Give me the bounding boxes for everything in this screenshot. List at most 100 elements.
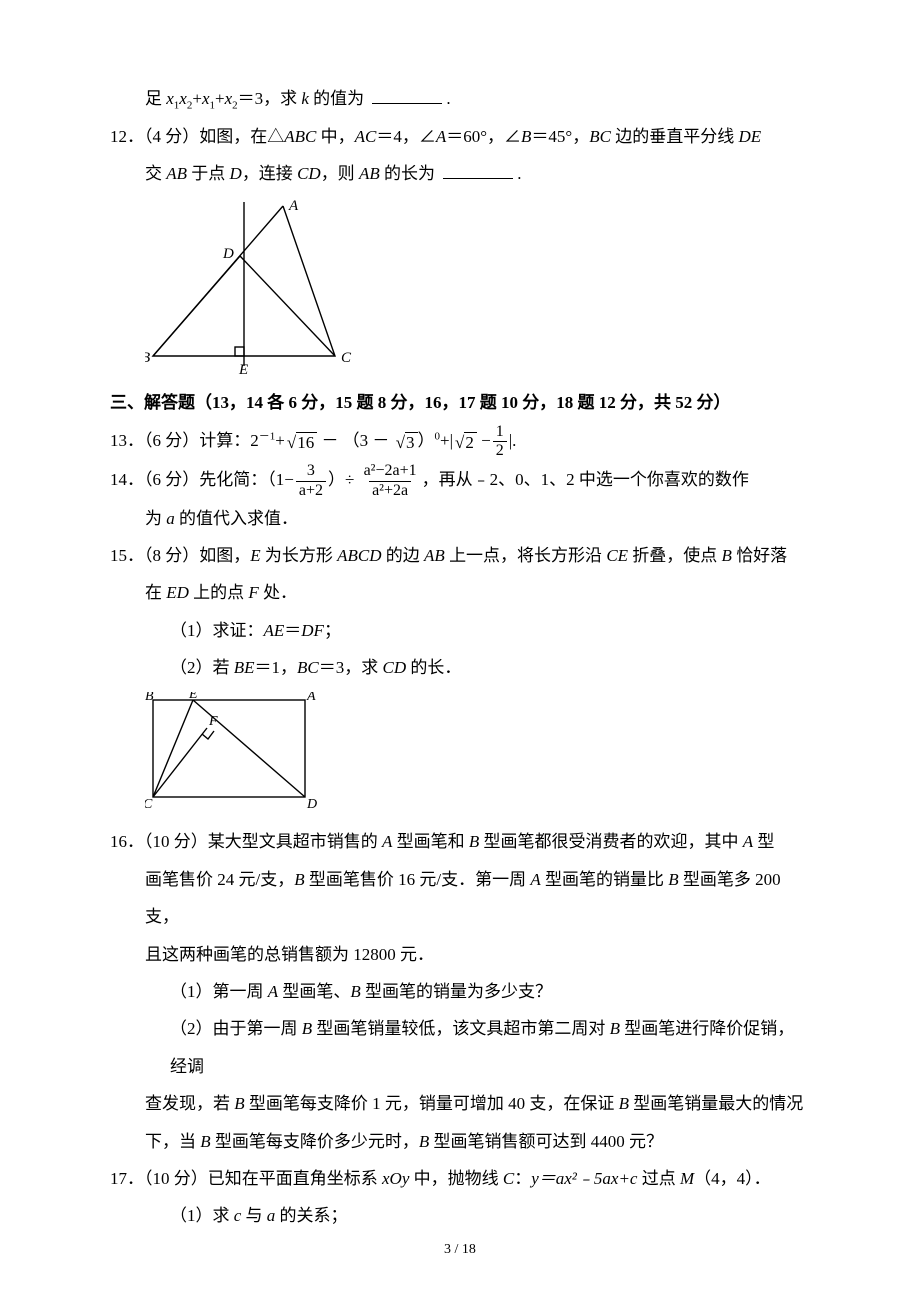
label-c: C [145, 797, 153, 812]
minus: − [477, 431, 491, 450]
type-b: B [294, 870, 304, 889]
text: （1）求 [170, 1206, 234, 1225]
seg-ae: AE [264, 621, 285, 640]
text: 中，抛物线 [409, 1169, 503, 1188]
seg-df: DF [301, 621, 324, 640]
rectangle [153, 700, 305, 797]
seg-ab: AB [424, 546, 445, 565]
text: （1）求证： [170, 621, 264, 640]
text: 求 [280, 89, 301, 108]
q16-line1: 16．（10 分）某大型文具超市销售的 A 型画笔和 B 型画笔都很受消费者的欢… [110, 823, 810, 860]
q16-sub2-l1: （2）由于第一周 B 型画笔销量较低，该文具超市第二周对 B 型画笔进行降价促销… [110, 1010, 810, 1085]
text: ＝3， [238, 89, 281, 108]
text: － （3 － [317, 431, 394, 450]
text: 下，当 [145, 1132, 200, 1151]
text: （2）若 [170, 658, 234, 677]
text: 于点 [187, 164, 230, 183]
type-a: A [530, 870, 540, 889]
seg-cd: CD [297, 164, 321, 183]
type-b: B [302, 1019, 312, 1038]
q15-line2: 在 ED 上的点 F 处． [110, 574, 810, 611]
radicand: 16 [296, 432, 317, 452]
segment-ce [153, 700, 193, 797]
text: ＝60°，∠ [446, 127, 521, 146]
q16-line2: 画笔售价 24 元/支，B 型画笔售价 16 元/支．第一周 A 型画笔的销量比… [110, 861, 810, 936]
text: 恰好落 [732, 546, 787, 565]
label-d: D [306, 797, 317, 812]
text: ，再从﹣2、0、1、2 中选一个你喜欢的数作 [422, 470, 749, 489]
text: 型画笔和 [392, 832, 469, 851]
angle-b: B [521, 127, 531, 146]
text: 型画笔、 [278, 982, 350, 1001]
text: 的值为 [309, 89, 369, 108]
type-b: B [668, 870, 678, 889]
period: . [517, 164, 521, 183]
tri-abc: ABC [284, 127, 316, 146]
numerator: 3 [304, 463, 318, 481]
label-a: A [306, 692, 316, 704]
q14-line1: 14．（6 分）先化简：（1−3a+2）÷ a²−2a+1a²+2a，再从﹣2、… [110, 461, 810, 499]
text: （1）第一周 [170, 982, 268, 1001]
seg-ab: AB [166, 164, 187, 183]
seg-cd: CD [383, 658, 407, 677]
fraction: a²−2a+1a²+2a [361, 463, 420, 500]
segment-cf [153, 728, 207, 797]
page: 足 x1x2+x1+x2＝3，求 k 的值为 . 12．（4 分）如图，在△AB… [0, 0, 920, 1302]
seg-be: BE [234, 658, 255, 677]
text: 型画笔每支降价多少元时， [211, 1132, 419, 1151]
q12-figure: A B C D E [145, 198, 810, 378]
text: ，连接 [242, 164, 297, 183]
type-b: B [610, 1019, 620, 1038]
type-b: B [200, 1132, 210, 1151]
type-b: B [234, 1094, 244, 1113]
q17-line1: 17．（10 分）已知在平面直角坐标系 xOy 中，抛物线 C：y＝ax²﹣5a… [110, 1160, 810, 1197]
label-b: B [145, 350, 150, 366]
answer-blank [372, 86, 442, 104]
type-b: B [469, 832, 479, 851]
q16-sub2-l3: 下，当 B 型画笔每支降价多少元时，B 型画笔销售额可达到 4400 元？ [110, 1123, 810, 1160]
text: ，则 [321, 164, 359, 183]
text: 处． [259, 583, 297, 602]
q12-svg: A B C D E [145, 198, 355, 378]
q15-svg: B E A C D F [145, 692, 325, 817]
numerator: a²−2a+1 [361, 463, 420, 481]
text: 17．（10 分）已知在平面直角坐标系 [110, 1169, 382, 1188]
q15-line1: 15．（8 分）如图，E 为长方形 ABCD 的边 AB 上一点，将长方形沿 C… [110, 537, 810, 574]
text: 型画笔售价 16 元/支．第一周 [305, 870, 531, 889]
radicand: 3 [405, 432, 418, 452]
q16-sub1: （1）第一周 A 型画笔、B 型画笔的销量为多少支？ [110, 973, 810, 1010]
var-a: a [166, 509, 175, 528]
text: 的长为 [380, 164, 440, 183]
pt-m: M [680, 1169, 694, 1188]
answer-blank [443, 161, 513, 179]
seg-ed: ED [166, 583, 189, 602]
type-a: A [743, 832, 753, 851]
segment-dc [240, 256, 335, 356]
var-x: x [225, 89, 233, 108]
curve-c: C [503, 1169, 514, 1188]
text: 型画笔的销量为多少支？ [361, 982, 552, 1001]
q16-sub2-l2: 查发现，若 B 型画笔每支降价 1 元，销量可增加 40 支，在保证 B 型画笔… [110, 1085, 810, 1122]
sub: 2 [187, 99, 193, 111]
q13: 13．（6 分）计算：2－1+16 － （3 － 3）0+|2 −12|. [110, 422, 810, 461]
text: 在 [145, 583, 166, 602]
plus-abs: +| [440, 431, 453, 450]
denominator: a²+2a [369, 481, 411, 500]
var-k: k [301, 89, 309, 108]
text: 交 [145, 164, 166, 183]
text: （4，4）． [694, 1169, 771, 1188]
denominator: a+2 [296, 481, 326, 500]
pt-f: F [248, 583, 258, 602]
segment-bd [153, 256, 240, 356]
sqrt-icon: 2 [453, 424, 477, 461]
label-f: F [208, 714, 218, 729]
seg-bc: BC [297, 658, 319, 677]
q11-tail: 足 x1x2+x1+x2＝3，求 k 的值为 . [110, 80, 810, 118]
text: 12．（4 分）如图，在△ [110, 127, 284, 146]
equation: y＝ax²﹣5ax+c [531, 1169, 637, 1188]
seg-bc: BC [589, 127, 611, 146]
label-d: D [222, 246, 234, 262]
pt-b: B [722, 546, 732, 565]
text: ＝1， [255, 658, 298, 677]
text: 查发现，若 [145, 1094, 234, 1113]
